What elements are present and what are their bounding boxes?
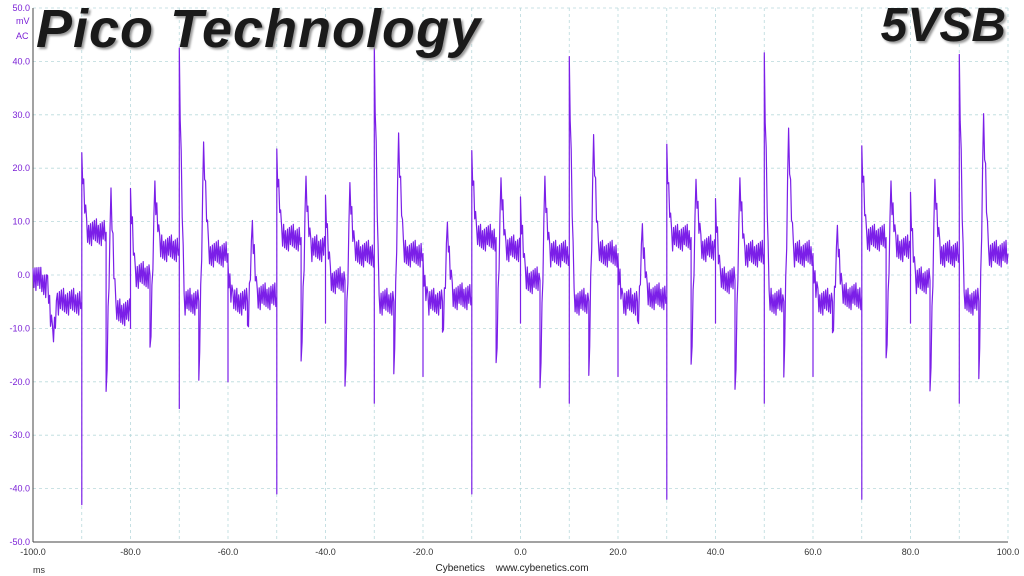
ripple-trace-line	[32, 43, 1009, 506]
y-tick-label: -40.0	[9, 484, 30, 494]
x-tick-label: -40.0	[315, 547, 336, 557]
y-tick-label: -20.0	[9, 377, 30, 387]
chart-trace	[32, 43, 1009, 506]
y-tick-label: 10.0	[12, 217, 30, 227]
x-tick-label: 40.0	[707, 547, 725, 557]
x-tick-label: -20.0	[413, 547, 434, 557]
x-axis-unit: ms	[33, 565, 45, 575]
x-axis-ticks: -100.0 -80.0 -60.0 -40.0 -20.0 0.0 20.0 40.0 60.…	[20, 547, 1019, 557]
y-tick-label: 30.0	[12, 110, 30, 120]
x-tick-label: -60.0	[218, 547, 239, 557]
y-tick-label: 0.0	[17, 270, 30, 280]
y-tick-label: 20.0	[12, 163, 30, 173]
x-tick-label: -100.0	[20, 547, 46, 557]
footer: Cybenetics www.cybenetics.com	[0, 563, 1024, 574]
x-tick-label: 60.0	[804, 547, 822, 557]
y-axis-ticks: 50.0 40.0 30.0 20.0 10.0 0.0 -10.0 -20.0 -30.0 -4…	[9, 3, 30, 547]
rail-label: 5VSB	[880, 0, 1006, 52]
x-tick-label: 0.0	[514, 547, 527, 557]
chart-grid	[32, 7, 1009, 543]
brand-title: Pico Technology	[36, 0, 482, 59]
x-tick-label: 80.0	[902, 547, 920, 557]
footer-url[interactable]: www.cybenetics.com	[495, 563, 589, 574]
y-tick-label: -50.0	[9, 537, 30, 547]
y-tick-label: -30.0	[9, 430, 30, 440]
x-tick-label: 20.0	[609, 547, 627, 557]
y-axis-unit: mV	[16, 16, 30, 26]
y-tick-label: 50.0	[12, 3, 30, 13]
x-tick-label: 100.0	[997, 547, 1020, 557]
y-tick-label: -10.0	[9, 323, 30, 333]
footer-brand: Cybenetics	[435, 563, 485, 574]
y-axis-coupling: AC	[16, 31, 29, 41]
y-tick-label: 40.0	[12, 56, 30, 66]
x-tick-label: -80.0	[120, 547, 141, 557]
